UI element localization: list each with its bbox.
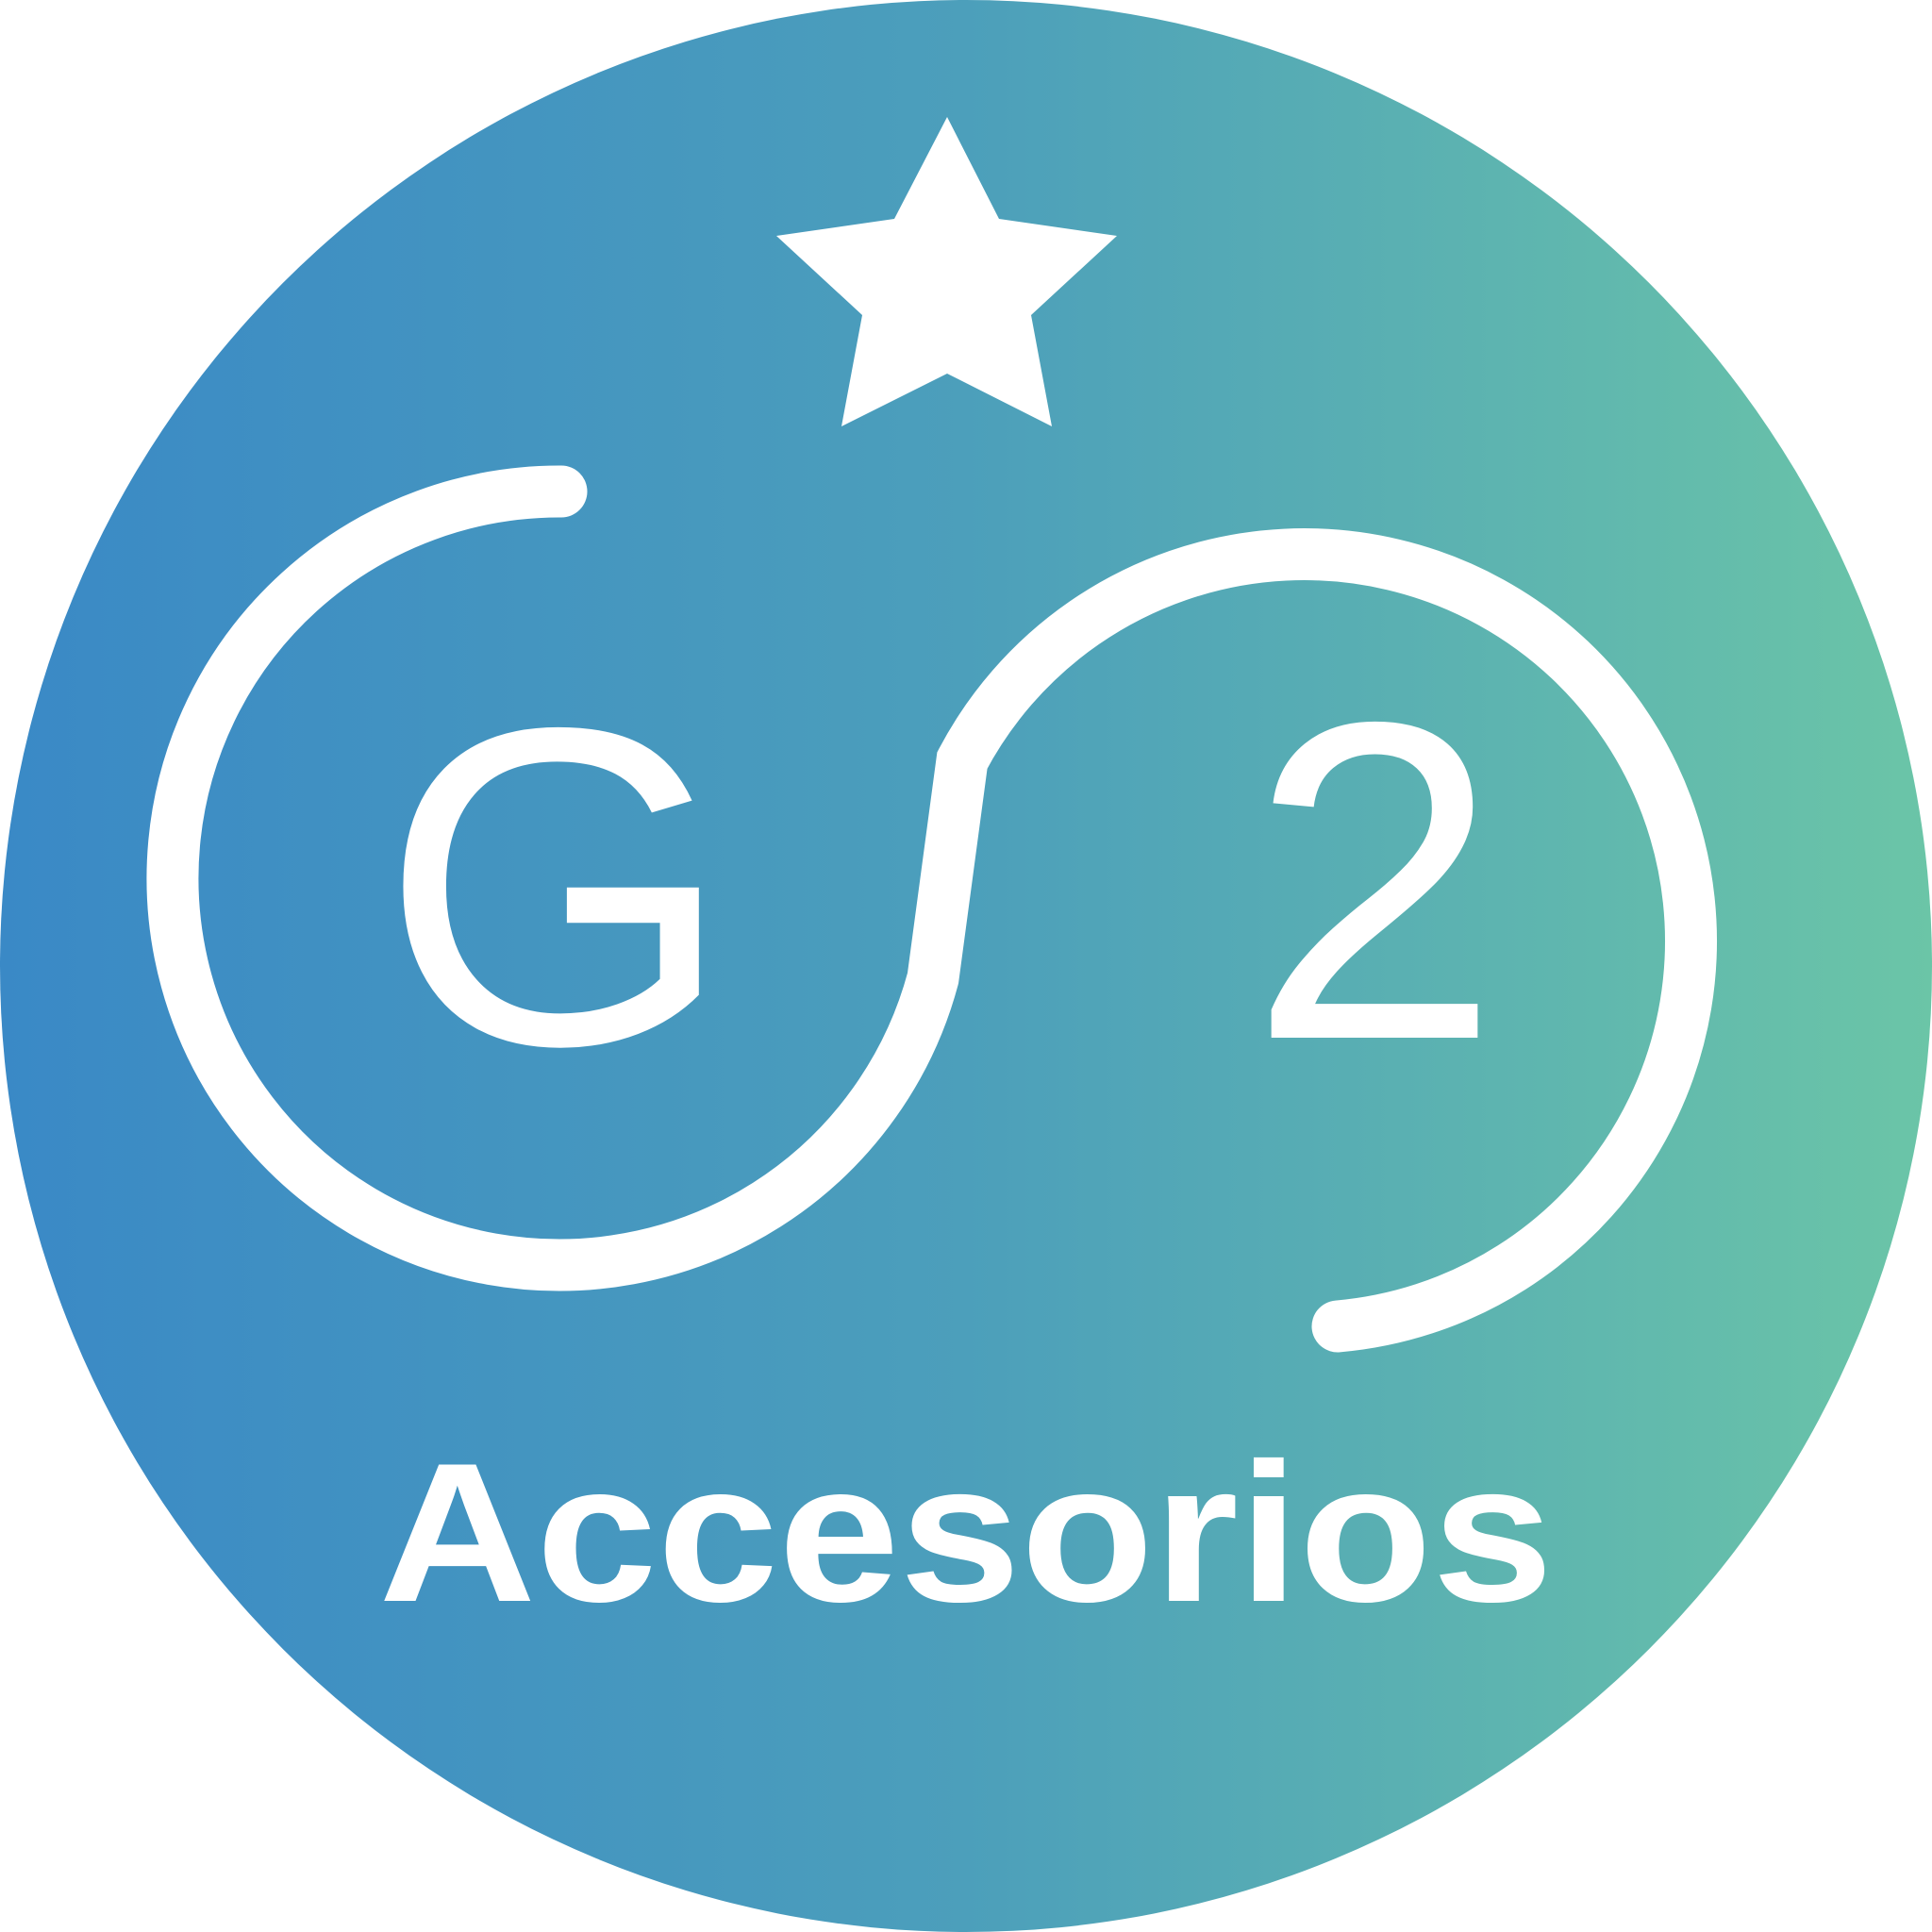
logo-letter-g: G [380, 633, 732, 1140]
star-icon [776, 117, 1117, 426]
tagline-text: Accesorios [379, 1422, 1554, 1643]
swoosh-line [146, 465, 1717, 1353]
logo-digit-2: 2 [1249, 627, 1501, 1134]
